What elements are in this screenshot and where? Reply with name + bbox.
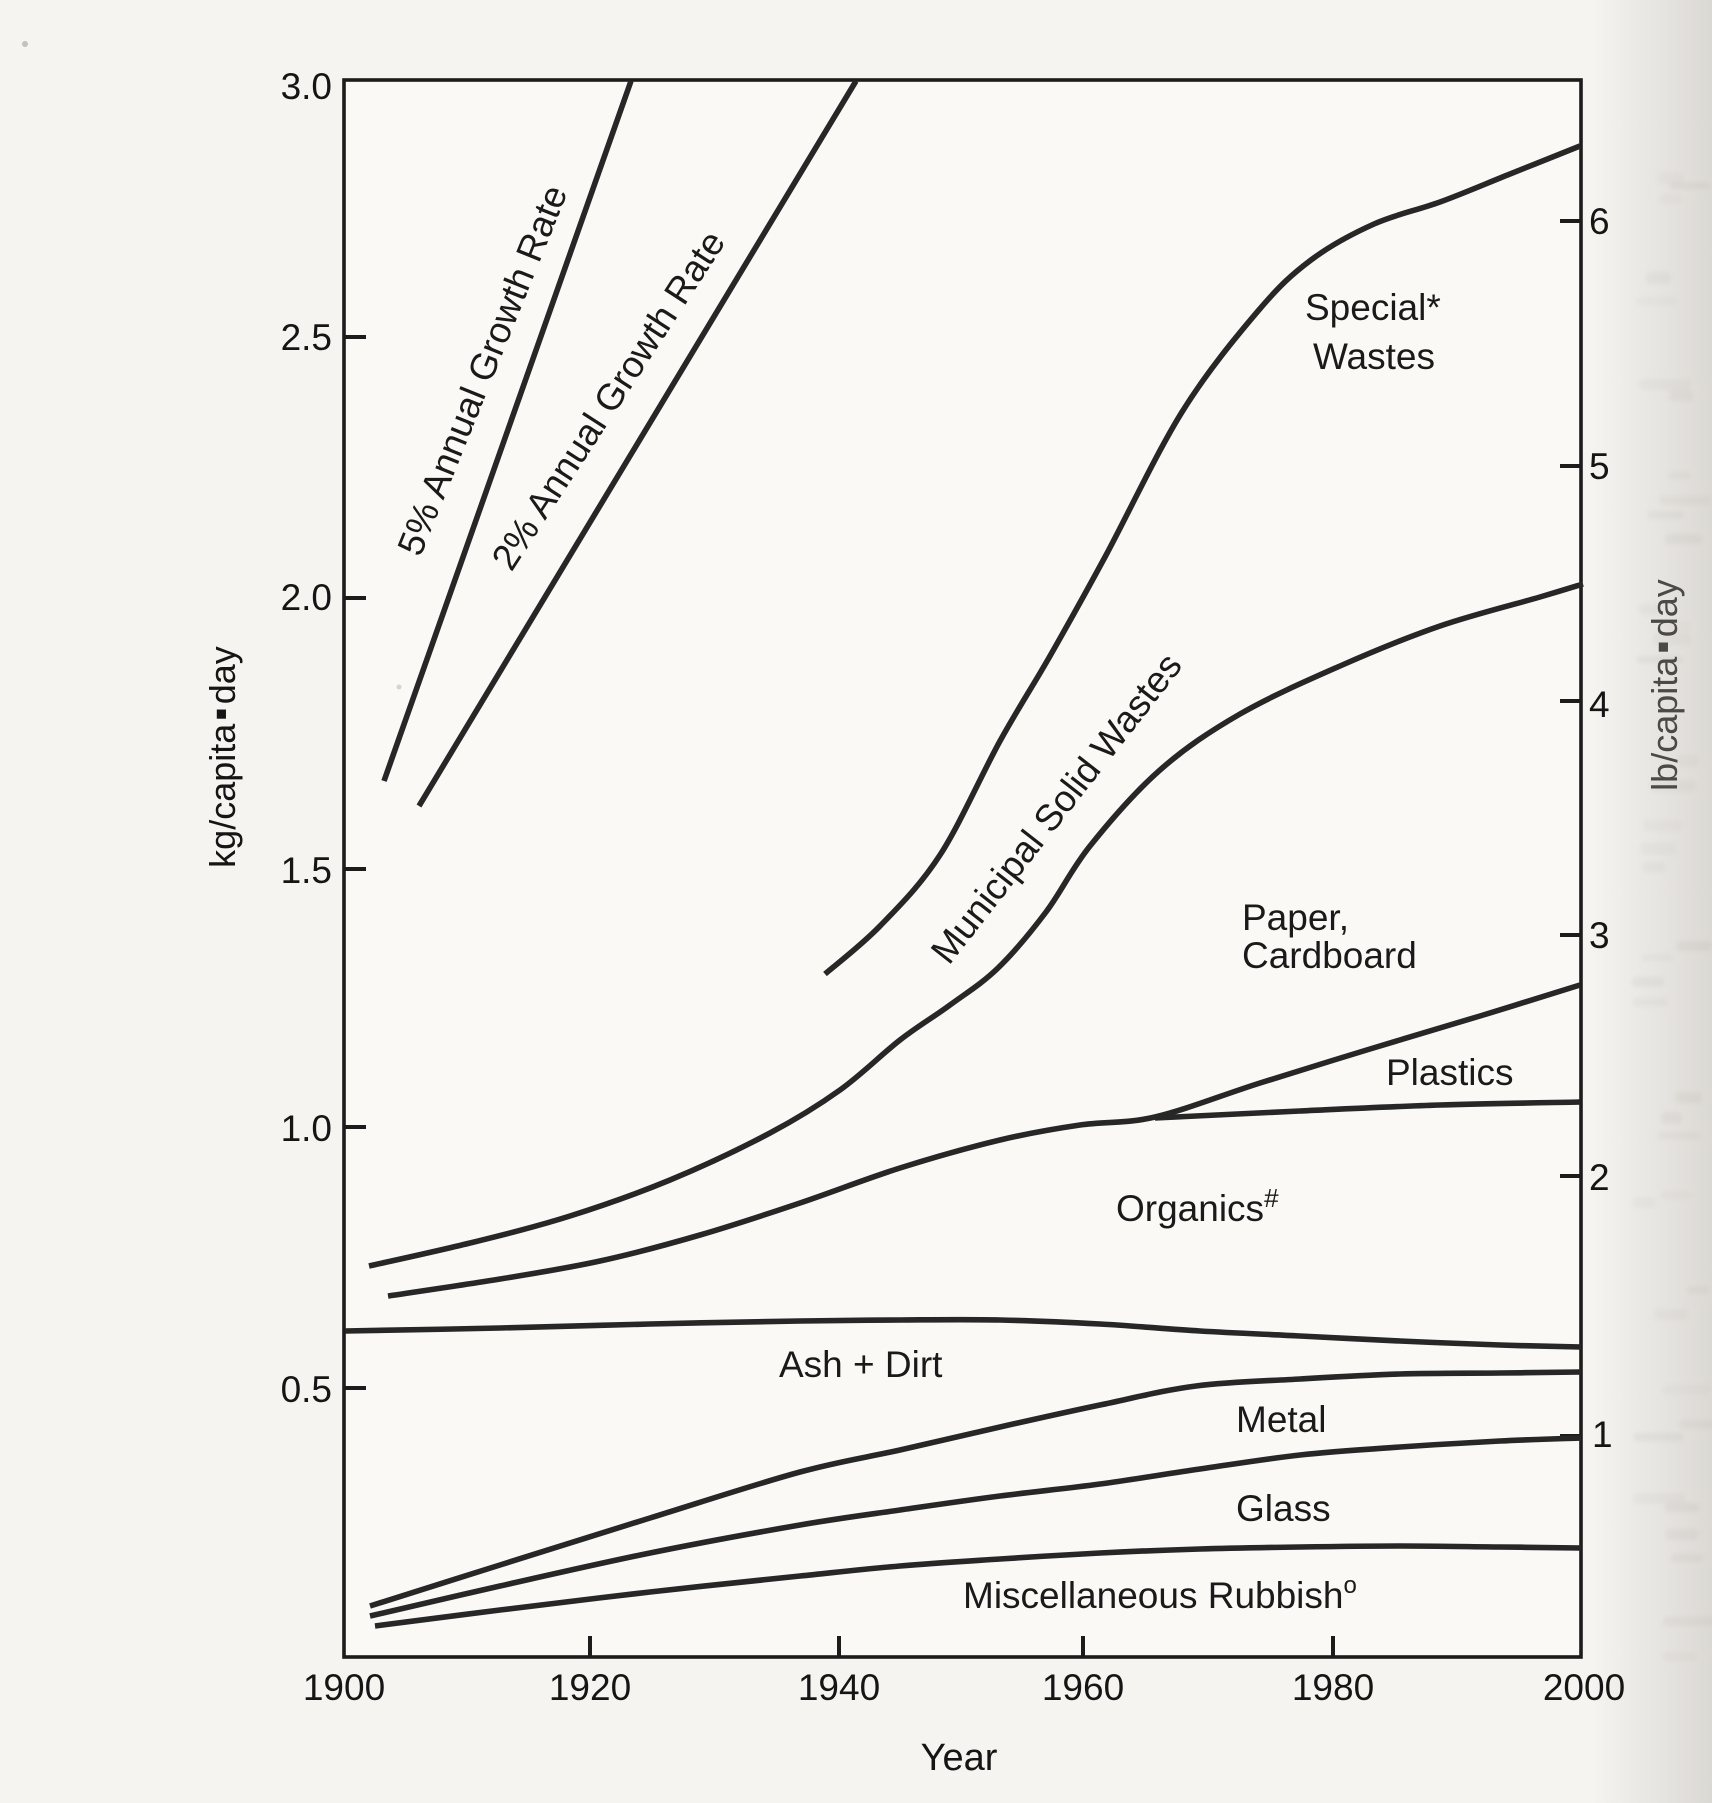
svg-text:1960: 1960 (1042, 1667, 1124, 1708)
svg-text:Metal: Metal (1236, 1399, 1326, 1440)
svg-text:6: 6 (1589, 201, 1610, 242)
svg-text:Paper,: Paper, (1242, 897, 1349, 938)
svg-text:1900: 1900 (303, 1667, 385, 1708)
svg-text:Ash + Dirt: Ash + Dirt (779, 1344, 943, 1385)
svg-text:2000: 2000 (1543, 1667, 1625, 1708)
svg-text:1940: 1940 (798, 1667, 880, 1708)
svg-text:Wastes: Wastes (1313, 336, 1435, 377)
svg-text:2.5: 2.5 (281, 317, 332, 358)
svg-text:3.0: 3.0 (281, 66, 332, 107)
svg-text:Glass: Glass (1236, 1488, 1331, 1529)
svg-text:1980: 1980 (1292, 1667, 1374, 1708)
svg-text:lb/capita■day: lb/capita■day (1644, 579, 1685, 791)
svg-text:4: 4 (1589, 684, 1610, 725)
svg-text:2: 2 (1589, 1157, 1610, 1198)
svg-text:Cardboard: Cardboard (1242, 935, 1417, 976)
svg-text:Year: Year (921, 1737, 998, 1779)
svg-text:2.0: 2.0 (281, 577, 332, 618)
svg-text:5: 5 (1589, 446, 1610, 487)
svg-text:1.0: 1.0 (281, 1108, 332, 1149)
svg-text:Organics#: Organics# (1116, 1183, 1279, 1229)
svg-text:1920: 1920 (549, 1667, 631, 1708)
svg-text:Miscellaneous Rubbisho: Miscellaneous Rubbisho (963, 1572, 1357, 1616)
svg-text:1.5: 1.5 (281, 850, 332, 891)
svg-text:3: 3 (1589, 915, 1610, 956)
svg-text:Plastics: Plastics (1386, 1052, 1513, 1093)
svg-text:0.5: 0.5 (281, 1369, 332, 1410)
svg-text:Special*: Special* (1305, 287, 1441, 328)
svg-text:1: 1 (1592, 1414, 1613, 1455)
svg-text:kg/capita■day: kg/capita■day (202, 646, 243, 868)
